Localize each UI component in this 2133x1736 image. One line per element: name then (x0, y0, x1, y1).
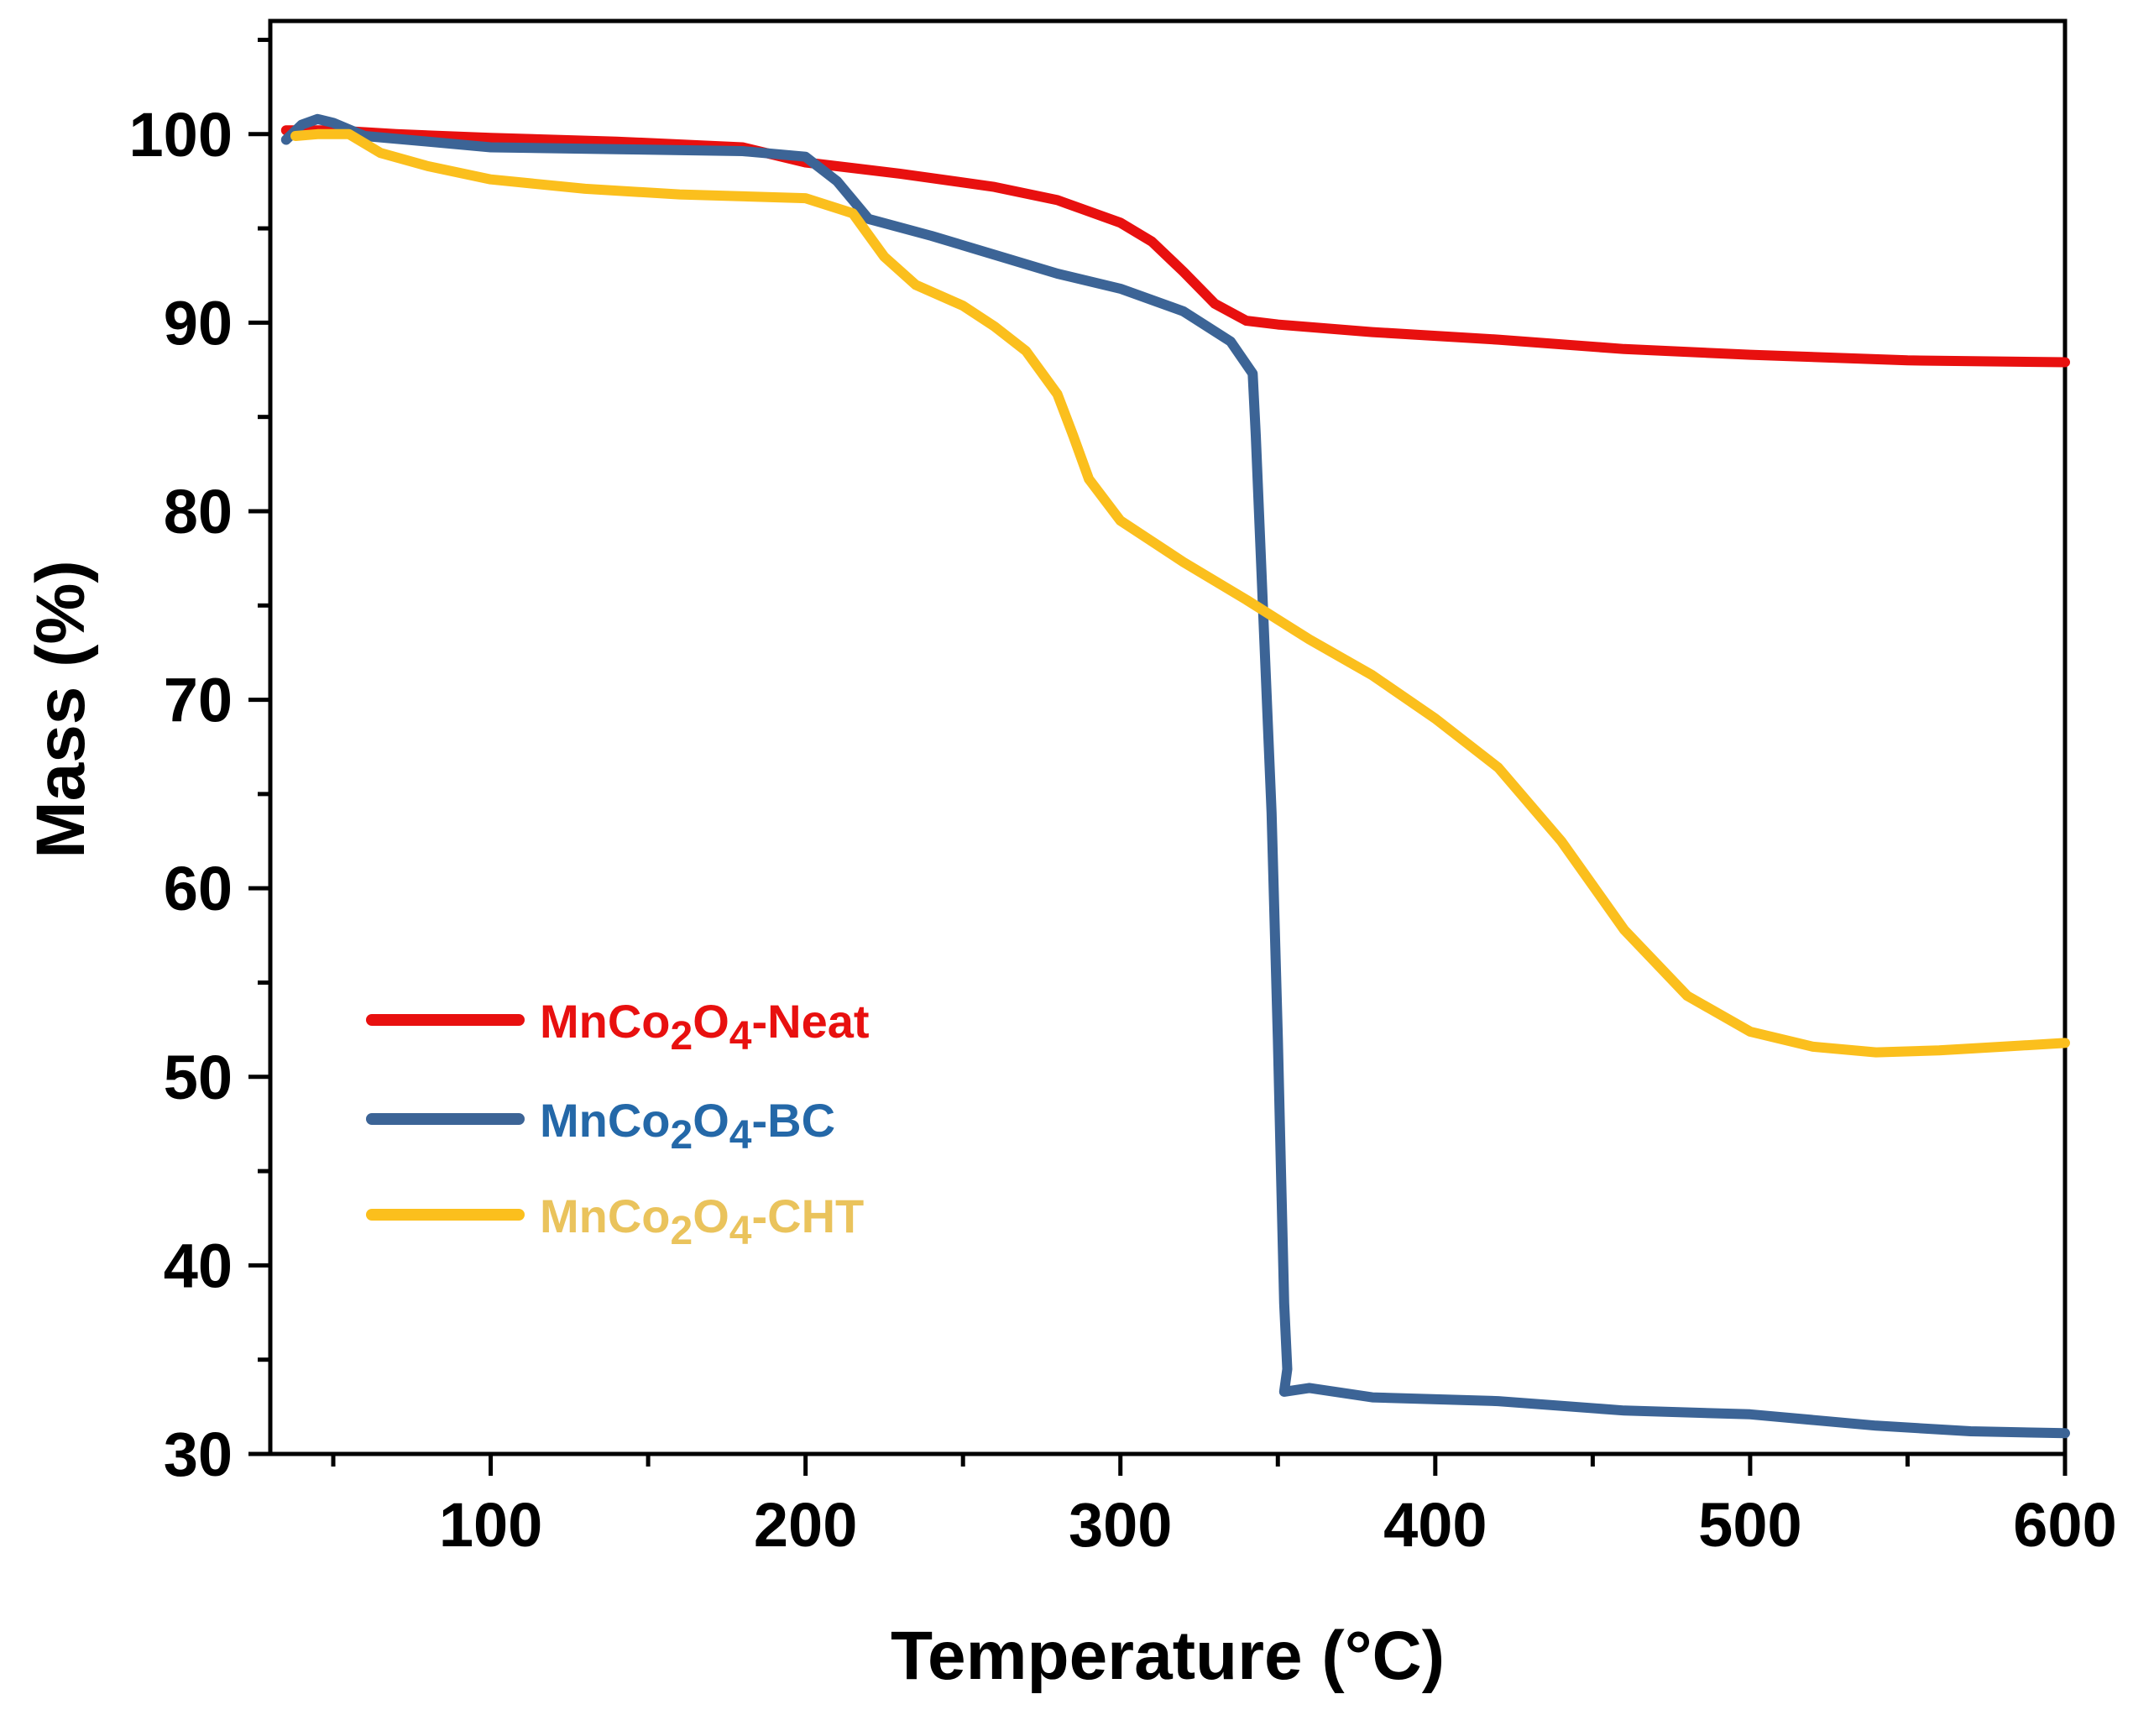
x-tick-label: 200 (754, 1490, 857, 1560)
legend-label-bc-sub2: 4 (729, 1113, 752, 1158)
y-tick-label: 80 (164, 477, 233, 546)
y-tick-labels: 30 40 50 60 70 80 90 100 (129, 100, 233, 1489)
series-line-neat (280, 125, 2070, 368)
x-tick-label: 100 (439, 1490, 542, 1560)
y-tick-label: 100 (129, 100, 233, 170)
x-axis-title: Temperature (°C) (891, 1618, 1445, 1694)
legend: MnCo2O4-Neat MnCo2O4-BC MnCo2O4-CHT (366, 995, 870, 1253)
y-tick-label: 30 (164, 1420, 233, 1489)
legend-label-cht-sub1: 2 (671, 1209, 693, 1253)
minor-ticks (258, 37, 1910, 1467)
x-tick-labels: 100 200 300 400 500 600 (439, 1490, 2117, 1560)
x-tick-label: 500 (1698, 1490, 1801, 1560)
plot-frame (268, 18, 2068, 1456)
legend-entry-bc: MnCo2O4-BC (366, 1094, 835, 1158)
major-ticks (248, 132, 2068, 1476)
x-tick-label: 400 (1383, 1490, 1487, 1560)
legend-label-cht-main: MnCo (540, 1190, 671, 1242)
legend-label-bc-main: MnCo (540, 1094, 671, 1147)
y-tick-label: 70 (164, 666, 233, 735)
series-line-bc (280, 113, 2070, 1439)
legend-label-neat-sub2: 4 (729, 1014, 752, 1059)
legend-entry-neat: MnCo2O4-Neat (366, 995, 870, 1059)
series-line-cht (290, 128, 2070, 1058)
legend-label-neat-sub1: 2 (671, 1014, 693, 1059)
legend-label-neat-main: MnCo (540, 995, 671, 1048)
legend-label-cht-mid: O (693, 1190, 729, 1242)
y-tick-label: 60 (164, 854, 233, 923)
legend-label-bc-suffix: -BC (751, 1094, 835, 1147)
legend-label-neat-mid: O (693, 995, 729, 1048)
y-tick-label: 50 (164, 1043, 233, 1112)
y-tick-label: 90 (164, 288, 233, 358)
legend-entry-cht: MnCo2O4-CHT (366, 1190, 864, 1253)
x-tick-label: 600 (2013, 1490, 2116, 1560)
y-axis-title: Mass (%) (23, 560, 99, 858)
legend-label-neat: MnCo2O4-Neat (540, 995, 870, 1059)
legend-label-neat-suffix: -Neat (751, 995, 869, 1048)
y-tick-label: 40 (164, 1231, 233, 1300)
x-tick-label: 300 (1069, 1490, 1172, 1560)
legend-label-cht-sub2: 4 (729, 1209, 752, 1253)
series-lines (280, 113, 2070, 1439)
legend-label-bc-mid: O (693, 1094, 729, 1147)
legend-label-bc: MnCo2O4-BC (540, 1094, 835, 1158)
legend-label-cht: MnCo2O4-CHT (540, 1190, 864, 1253)
legend-label-bc-sub1: 2 (671, 1113, 693, 1158)
legend-label-cht-suffix: -CHT (751, 1190, 864, 1242)
